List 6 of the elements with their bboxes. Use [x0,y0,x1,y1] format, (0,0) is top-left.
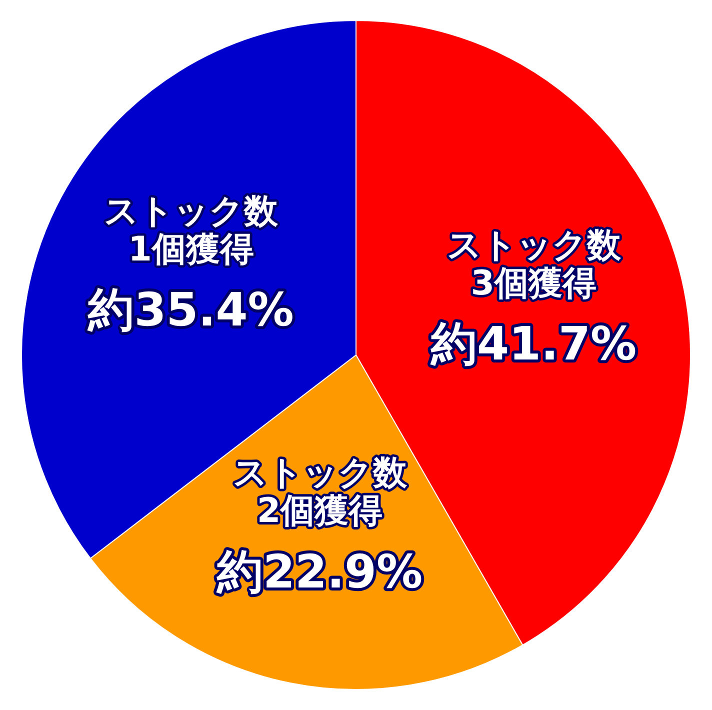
data-label: 約41.7% [430,316,637,371]
slice-label: ストック数 1個獲得 [104,191,280,270]
slice-label: ストック数 3個獲得 [446,225,622,304]
data-label: 約35.4% [87,282,294,336]
slice-label: ストック数 2個獲得 [232,453,408,532]
data-label: 約22.9% [216,544,423,598]
